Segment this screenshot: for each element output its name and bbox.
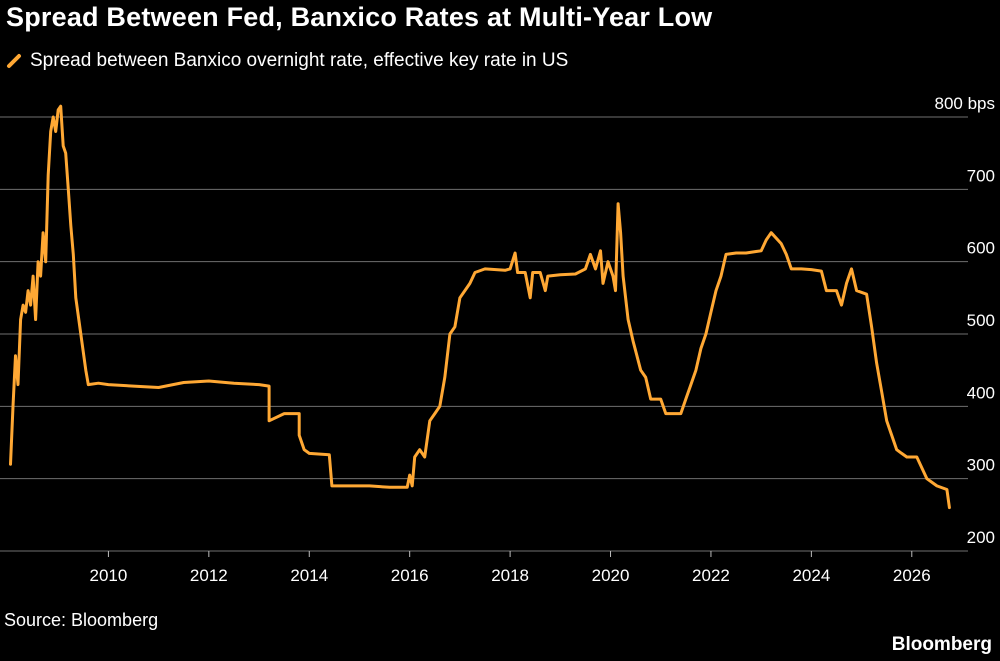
- x-tick-label-2010: 2010: [90, 566, 128, 585]
- y-tick-label-400: 400: [967, 383, 995, 402]
- y-tick-label-600: 600: [967, 239, 995, 258]
- y-tick-label-200: 200: [967, 528, 995, 547]
- gridlines: [0, 116, 968, 552]
- x-tick-label-2016: 2016: [391, 566, 429, 585]
- chart-title: Spread Between Fed, Banxico Rates at Mul…: [6, 2, 713, 32]
- legend: Spread between Banxico overnight rate, e…: [6, 50, 568, 72]
- x-axis-ticks: 2010 2012 2014 2016 2018 2020 2022 2024 2026: [90, 551, 931, 585]
- x-tick-label-2022: 2022: [692, 566, 730, 585]
- series-layer: [9, 104, 951, 510]
- x-tick-label-2018: 2018: [491, 566, 529, 585]
- y-axis-ticks: 800 bps 700 600 500 400 300 200: [935, 94, 996, 547]
- x-tick-label-2026: 2026: [893, 566, 931, 585]
- y-tick-label-500: 500: [967, 311, 995, 330]
- y-tick-label-700: 700: [967, 166, 995, 185]
- y-tick-label-300: 300: [967, 456, 995, 475]
- source-note: Source: Bloomberg: [4, 610, 159, 630]
- y-tick-label-800: 800 bps: [935, 94, 996, 113]
- x-tick-label-2014: 2014: [290, 566, 328, 585]
- legend-swatch-icon: [7, 54, 21, 68]
- x-tick-label-2024: 2024: [792, 566, 830, 585]
- series-line-0: [9, 104, 951, 510]
- brand-logo: Bloomberg: [891, 634, 992, 655]
- x-tick-label-2012: 2012: [190, 566, 228, 585]
- legend-label: Spread between Banxico overnight rate, e…: [30, 50, 569, 71]
- x-tick-label-2020: 2020: [592, 566, 630, 585]
